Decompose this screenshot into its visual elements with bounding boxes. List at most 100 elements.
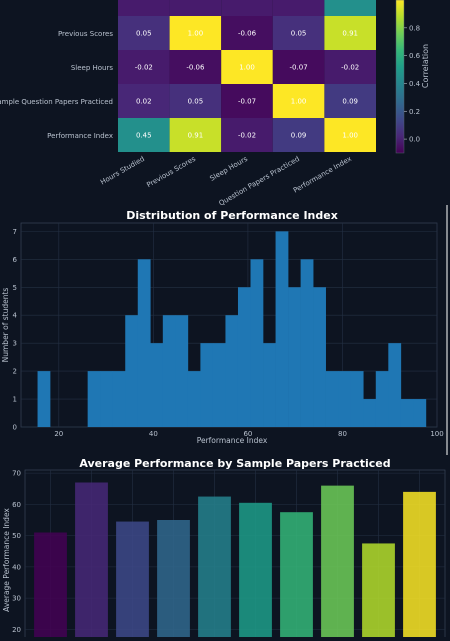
performance-histogram: Distribution of Performance Index 20 40 60… bbox=[1, 209, 444, 445]
histogram-bar bbox=[100, 371, 114, 427]
heatmap-cell-value: -0.07 bbox=[238, 98, 256, 106]
histogram-y-tick-label: 3 bbox=[13, 340, 17, 348]
histogram-bar bbox=[162, 315, 176, 427]
histogram-y-ticks: 0 1 2 3 4 5 6 7 bbox=[13, 228, 18, 432]
bar-chart-bar bbox=[403, 491, 436, 641]
bar-chart-plot-frame bbox=[24, 469, 446, 641]
bar-chart-y-label: Average Performance Index bbox=[2, 508, 11, 612]
heatmap-cell-value: 1.00 bbox=[188, 30, 204, 38]
heatmap-cells: 0.05 1.00 -0.06 0.05 0.91 -0.02 -0.06 1.00 -0.07… bbox=[118, 0, 376, 152]
average-performance-bar-chart: Average Performance by Sample Papers Pra… bbox=[2, 457, 446, 641]
heatmap-cell bbox=[272, 0, 325, 16]
heatmap-cell-value: -0.02 bbox=[341, 64, 359, 72]
colorbar-tick-label: 0.8 bbox=[409, 24, 420, 32]
heatmap-cell bbox=[324, 16, 376, 50]
histogram-bar bbox=[250, 259, 264, 427]
histogram-y-tick-label: 0 bbox=[13, 424, 17, 432]
heatmap-cell-value: 0.02 bbox=[136, 98, 152, 106]
histogram-bar bbox=[325, 371, 339, 427]
bar-chart-bar bbox=[239, 502, 272, 641]
heatmap-cell bbox=[272, 84, 325, 118]
histogram-x-label: Performance Index bbox=[197, 436, 268, 445]
histogram-bar bbox=[37, 371, 51, 427]
bar-chart-bar bbox=[157, 520, 190, 641]
heatmap-cell-value: 0.09 bbox=[291, 132, 307, 140]
bar-chart-bars bbox=[34, 482, 436, 641]
histogram-bar bbox=[112, 371, 126, 427]
heatmap-cell bbox=[272, 118, 325, 152]
bar-chart-y-tick-label: 30 bbox=[12, 595, 21, 603]
heatmap-row-label: Performance Index bbox=[47, 132, 113, 140]
heatmap-cell bbox=[221, 0, 273, 16]
colorbar-ticks: 0.8 0.6 0.4 0.2 0.0 bbox=[404, 24, 421, 144]
histogram-bar bbox=[150, 343, 164, 427]
colorbar: 0.8 0.6 0.4 0.2 0.0 Correlation bbox=[395, 0, 430, 154]
bar-chart-bar bbox=[321, 485, 354, 641]
histogram-bar bbox=[363, 399, 377, 427]
heatmap-cell-value: -0.02 bbox=[238, 132, 256, 140]
heatmap-cell-value: 0.05 bbox=[291, 30, 307, 38]
histogram-bar bbox=[388, 343, 402, 427]
heatmap-cell-value: 0.91 bbox=[342, 30, 358, 38]
heatmap-cell-value: 0.91 bbox=[188, 132, 204, 140]
colorbar-gradient bbox=[395, 0, 405, 154]
colorbar-tick-label: 0.6 bbox=[409, 52, 421, 60]
heatmap-cell-value: -0.02 bbox=[135, 64, 153, 72]
heatmap-cell-value: 0.45 bbox=[136, 132, 152, 140]
histogram-y-label: Number of students bbox=[1, 288, 10, 363]
heatmap-cell bbox=[324, 0, 376, 16]
histogram-x-tick-label: 40 bbox=[149, 430, 158, 438]
histogram-bar bbox=[125, 315, 139, 427]
histogram-bar bbox=[375, 371, 389, 427]
heatmap-cell-value: -0.06 bbox=[186, 64, 205, 72]
heatmap-row-label: Sleep Hours bbox=[71, 64, 114, 72]
heatmap-cell bbox=[221, 50, 273, 84]
histogram-bar bbox=[237, 287, 251, 427]
heatmap-cell bbox=[169, 0, 222, 16]
heatmap-cell-value: -0.07 bbox=[290, 64, 308, 72]
histogram-bar bbox=[200, 343, 214, 427]
colorbar-tick-label: 0.4 bbox=[409, 80, 421, 88]
bar-chart-bar bbox=[116, 521, 149, 641]
histogram-bar bbox=[300, 259, 314, 427]
histogram-y-tick-label: 7 bbox=[13, 228, 17, 236]
histogram-y-tick-label: 6 bbox=[13, 256, 18, 264]
histogram-bar bbox=[413, 399, 427, 427]
bar-chart-y-tick-label: 40 bbox=[12, 563, 21, 571]
histogram-bar bbox=[137, 259, 151, 427]
heatmap-cell bbox=[221, 118, 273, 152]
histogram-bar bbox=[263, 343, 276, 427]
histogram-bar bbox=[187, 371, 201, 427]
histogram-bar bbox=[400, 399, 414, 427]
heatmap-cell bbox=[118, 118, 170, 152]
colorbar-tick-label: 0.0 bbox=[409, 136, 420, 144]
bar-chart-bar bbox=[198, 496, 231, 641]
histogram-bar bbox=[212, 343, 226, 427]
histogram-bar bbox=[87, 371, 101, 427]
histogram-title: Distribution of Performance Index bbox=[126, 209, 338, 222]
heatmap-cell bbox=[324, 84, 376, 118]
heatmap-cell-value: 0.05 bbox=[188, 98, 204, 106]
histogram-y-tick-label: 1 bbox=[13, 396, 17, 404]
histogram-bar bbox=[350, 371, 364, 427]
histogram-x-ticks: 20 40 60 80 100 bbox=[54, 430, 443, 438]
heatmap-cell-value: 0.05 bbox=[136, 30, 152, 38]
histogram-y-tick-label: 5 bbox=[13, 284, 17, 292]
histogram-bar bbox=[275, 231, 289, 427]
histogram-bar bbox=[313, 287, 326, 427]
heatmap-cell bbox=[118, 0, 170, 16]
histogram-x-tick-label: 100 bbox=[430, 430, 443, 438]
heatmap-cell bbox=[118, 50, 170, 84]
bar-chart-bar bbox=[34, 532, 67, 641]
histogram-bar bbox=[225, 315, 239, 427]
histogram-y-tick-label: 4 bbox=[13, 312, 18, 320]
heatmap-cell-value: 0.09 bbox=[342, 98, 358, 106]
heatmap-cell bbox=[118, 84, 170, 118]
heatmap-cell-value: -0.06 bbox=[238, 30, 257, 38]
histogram-x-tick-label: 20 bbox=[54, 430, 63, 438]
bar-chart-bar bbox=[280, 512, 313, 641]
heatmap-row-labels: Previous Scores Sleep Hours Sample Quest… bbox=[0, 30, 113, 140]
bar-chart-y-ticks: 20 30 40 50 60 70 bbox=[12, 470, 21, 634]
histogram-bar bbox=[288, 287, 301, 427]
